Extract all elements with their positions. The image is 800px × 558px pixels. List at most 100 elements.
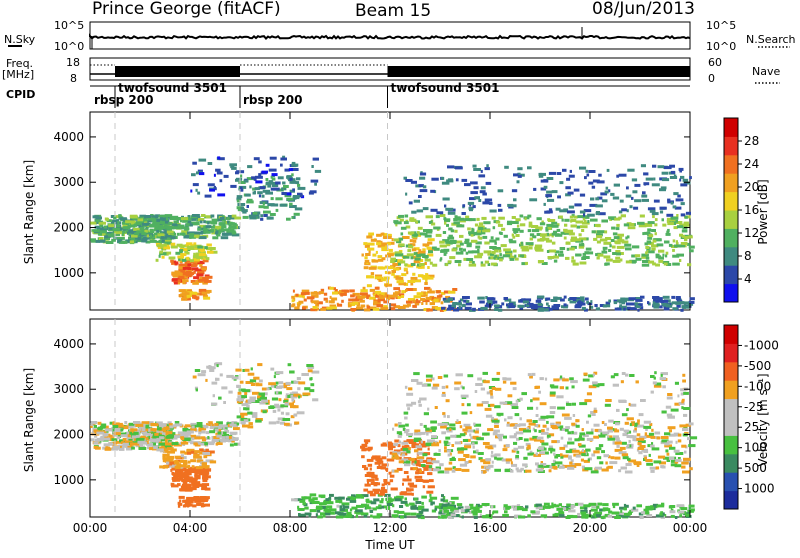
echo-cell bbox=[386, 497, 392, 501]
echo-cell bbox=[191, 425, 195, 429]
echo-cell bbox=[204, 246, 208, 250]
echo-cell bbox=[284, 422, 290, 426]
echo-cell bbox=[631, 422, 635, 426]
echo-cell bbox=[604, 190, 609, 194]
echo-cell bbox=[532, 435, 538, 439]
echo-cell bbox=[428, 499, 433, 503]
echo-cell bbox=[370, 272, 375, 276]
echo-cell bbox=[563, 303, 567, 307]
echo-cell bbox=[551, 241, 556, 245]
velocity-x-axis: 00:00 04:00 08:00 12:00 16:00 20:00 00:00 bbox=[73, 319, 707, 535]
echo-cell bbox=[399, 218, 404, 222]
echo-cell bbox=[594, 466, 602, 470]
echo-cell bbox=[599, 461, 604, 465]
echo-cell bbox=[197, 269, 203, 273]
echo-cell bbox=[461, 515, 464, 519]
echo-cell bbox=[164, 225, 173, 229]
echo-cell bbox=[386, 500, 390, 504]
echo-cell bbox=[636, 433, 641, 437]
echo-cell bbox=[159, 250, 163, 254]
echo-cell bbox=[238, 181, 246, 184]
echo-cell bbox=[297, 183, 301, 187]
echo-cell bbox=[504, 418, 507, 422]
echo-cell bbox=[641, 198, 649, 202]
echo-cell bbox=[302, 295, 305, 299]
echo-cell bbox=[210, 229, 215, 233]
echo-cell bbox=[438, 449, 441, 452]
echo-cell bbox=[482, 229, 491, 233]
echo-cell bbox=[643, 508, 649, 512]
echo-cell bbox=[192, 258, 200, 262]
echo-cell bbox=[280, 157, 287, 161]
echo-cell bbox=[532, 397, 540, 401]
echo-cell bbox=[301, 289, 310, 293]
echo-cell bbox=[192, 295, 197, 299]
colorbar-tick-label: 28 bbox=[744, 134, 759, 148]
echo-cell bbox=[195, 188, 198, 192]
echo-cell bbox=[430, 296, 437, 300]
echo-cell bbox=[96, 437, 104, 441]
echo-cell bbox=[593, 409, 598, 413]
echo-cell bbox=[376, 304, 384, 308]
echo-cell bbox=[179, 248, 188, 251]
echo-cell bbox=[613, 435, 619, 439]
echo-cell bbox=[687, 242, 690, 246]
echo-cell bbox=[179, 249, 184, 253]
echo-cell bbox=[665, 254, 668, 258]
echo-cell bbox=[168, 464, 177, 468]
echo-cell bbox=[398, 243, 405, 247]
echo-cell bbox=[268, 168, 277, 172]
echo-cell bbox=[581, 515, 587, 519]
cpid-segment-label: twofsound 3501 bbox=[118, 81, 227, 95]
echo-cell bbox=[196, 256, 204, 260]
echo-cell bbox=[527, 166, 532, 170]
echo-cell bbox=[255, 383, 263, 387]
echo-cell bbox=[405, 288, 408, 292]
echo-cell bbox=[626, 186, 629, 190]
echo-cell bbox=[515, 257, 519, 261]
colorbar-swatch bbox=[724, 361, 738, 381]
echo-cell bbox=[421, 274, 429, 278]
echo-cell bbox=[484, 304, 492, 308]
echo-cell bbox=[211, 218, 219, 222]
echo-cell bbox=[651, 247, 656, 251]
echo-cell bbox=[160, 236, 164, 240]
echo-cell bbox=[639, 516, 644, 519]
echo-cell bbox=[448, 461, 453, 465]
echo-cell bbox=[569, 297, 577, 300]
echo-cell bbox=[101, 423, 107, 427]
echo-cell bbox=[197, 502, 204, 506]
echo-cell bbox=[612, 383, 619, 387]
x-tick-label: 16:00 bbox=[473, 521, 508, 535]
echo-cell bbox=[536, 217, 542, 221]
echo-cell bbox=[675, 240, 678, 244]
echo-cell bbox=[482, 201, 490, 205]
echo-cell bbox=[261, 170, 268, 174]
echo-cell bbox=[675, 221, 683, 224]
echo-cell bbox=[192, 267, 199, 271]
echo-cell bbox=[398, 422, 402, 425]
echo-cell bbox=[239, 188, 244, 192]
echo-cell bbox=[310, 383, 315, 387]
velocity-colorbar-label: Velocity [m s⁻¹] bbox=[756, 373, 770, 466]
echo-cell bbox=[524, 261, 528, 265]
echo-cell bbox=[390, 487, 398, 491]
echo-cell bbox=[213, 173, 216, 177]
echo-cell bbox=[482, 235, 488, 239]
echo-cell bbox=[219, 373, 223, 377]
echo-cell bbox=[418, 195, 422, 198]
echo-cell bbox=[465, 426, 472, 430]
echo-cell bbox=[633, 429, 637, 433]
echo-cell bbox=[161, 445, 165, 449]
echo-cell bbox=[431, 509, 437, 513]
echo-cell bbox=[201, 484, 207, 487]
echo-cell bbox=[662, 253, 665, 257]
echo-cell bbox=[619, 400, 627, 403]
echo-cell bbox=[413, 458, 417, 461]
echo-cell bbox=[242, 424, 250, 428]
echo-cell bbox=[450, 229, 455, 233]
echo-cell bbox=[629, 205, 633, 209]
echo-cell bbox=[421, 444, 427, 448]
echo-cell bbox=[668, 505, 672, 509]
echo-cell bbox=[268, 406, 275, 409]
